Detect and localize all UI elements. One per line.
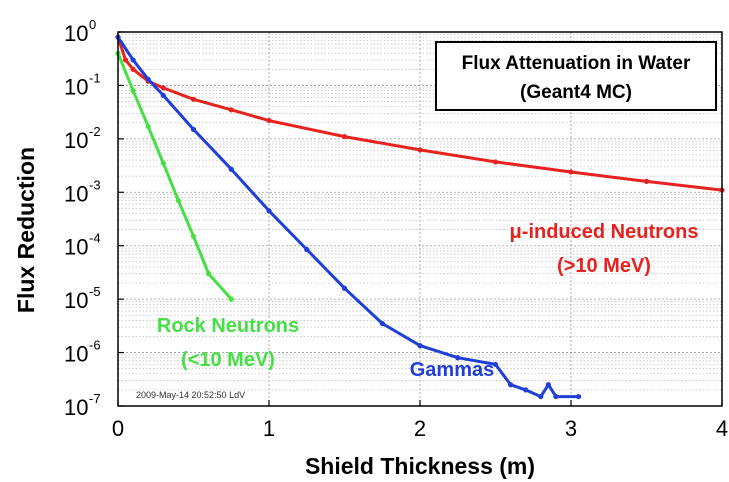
data-point	[228, 166, 234, 172]
y-tick-label: 10 -2	[64, 124, 101, 153]
y-tick-base: 10	[64, 21, 88, 46]
y-tick-label: 10 -6	[64, 338, 101, 367]
data-point	[145, 76, 151, 82]
label-rock-neutrons-energy: (<10 MeV)	[181, 349, 275, 371]
y-tick-exponent: -3	[89, 177, 101, 192]
x-tick-label: 3	[565, 416, 577, 441]
y-tick-exponent: -4	[89, 231, 101, 246]
data-point	[545, 382, 551, 388]
data-point	[130, 88, 136, 94]
data-point	[568, 169, 574, 175]
data-point	[130, 57, 136, 63]
y-tick-exponent: -5	[89, 284, 101, 299]
grid	[117, 31, 723, 407]
y-tick-label: 10 0	[64, 17, 96, 46]
y-tick-label: 10 -3	[64, 177, 101, 206]
data-point	[130, 66, 136, 72]
data-point	[341, 285, 348, 291]
data-point	[417, 343, 423, 349]
data-point	[228, 107, 234, 113]
y-tick-label: 10 -4	[64, 231, 101, 260]
data-point	[175, 197, 181, 204]
label-rock-neutrons: Rock Neutrons	[157, 315, 299, 337]
series-line-2	[116, 52, 233, 301]
y-tick-label: 10 -7	[64, 391, 101, 420]
chart-title: Flux Attenuation in Water	[462, 53, 691, 74]
data-point	[190, 233, 197, 239]
label-mu-neutrons: μ-induced Neutrons	[510, 221, 699, 243]
y-tick-exponent: -6	[89, 338, 101, 353]
y-tick-base: 10	[64, 235, 88, 260]
data-point	[160, 160, 166, 166]
data-point	[508, 382, 514, 388]
y-tick-label: 10 -5	[64, 284, 101, 313]
data-point	[417, 147, 423, 153]
x-tick-label: 4	[716, 416, 728, 441]
y-tick-exponent: -7	[89, 391, 101, 406]
data-point	[523, 387, 529, 393]
y-tick-exponent: 0	[89, 17, 96, 32]
data-point	[190, 126, 197, 133]
data-point	[266, 208, 272, 214]
data-point	[379, 320, 385, 327]
y-tick-base: 10	[64, 342, 88, 367]
y-axis-label: Flux Reduction	[13, 147, 39, 313]
data-point	[304, 246, 310, 253]
data-point	[160, 85, 166, 91]
y-tick-base: 10	[64, 395, 88, 420]
x-tick-label: 2	[414, 416, 426, 441]
y-tick-exponent: -2	[89, 124, 101, 139]
series-layer	[115, 34, 725, 400]
chart-subtitle: (Geant4 MC)	[520, 82, 632, 103]
data-point	[553, 393, 559, 400]
data-point	[538, 393, 544, 400]
title-box	[435, 41, 717, 111]
label-mu-neutrons-energy: (>10 MeV)	[557, 255, 651, 277]
data-point	[492, 361, 499, 368]
data-point	[160, 92, 166, 99]
data-point	[575, 393, 582, 400]
timestamp: 2009-May-14 20:52:50 LdV	[136, 390, 245, 400]
data-point	[190, 96, 197, 102]
data-point	[492, 159, 499, 165]
x-tick-label: 1	[263, 416, 275, 441]
data-point	[122, 57, 129, 63]
data-point	[455, 355, 461, 361]
y-tick-base: 10	[64, 288, 88, 313]
data-point	[228, 296, 234, 302]
y-tick-base: 10	[64, 74, 88, 99]
label-gammas: Gammas	[410, 359, 495, 381]
data-point	[266, 117, 272, 124]
series-line-0	[116, 36, 723, 192]
data-point	[206, 271, 212, 277]
y-tick-base: 10	[64, 128, 88, 153]
y-tick-base: 10	[64, 181, 88, 206]
data-point	[341, 134, 348, 140]
y-tick-label: 10 -1	[64, 70, 101, 99]
y-tick-exponent: -1	[89, 70, 101, 85]
data-point	[643, 178, 650, 184]
data-point	[145, 123, 151, 130]
x-tick-label: 0	[112, 416, 124, 441]
x-tick-labels: 0 1 2 3 4	[112, 400, 728, 441]
x-axis-label: Shield Thickness (m)	[305, 453, 535, 479]
